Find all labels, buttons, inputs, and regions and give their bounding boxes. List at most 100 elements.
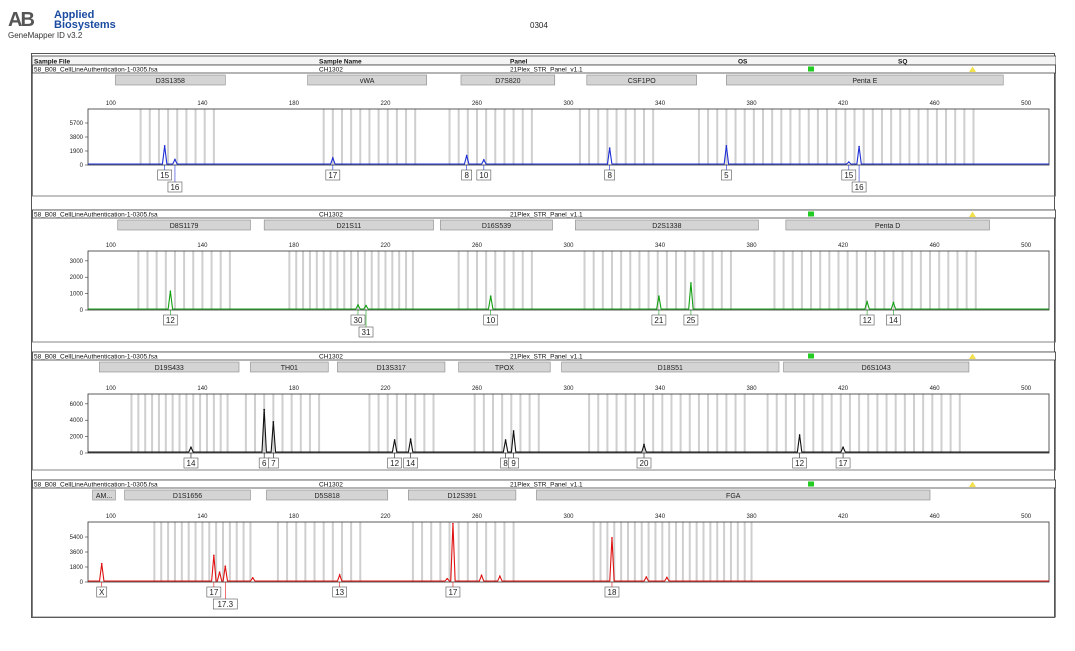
x-tick-label: 140 [197,101,208,107]
allele-bin [899,109,902,165]
allele-bin [922,394,925,453]
allele-bin [503,251,506,310]
allele-bin [688,522,691,582]
allele-bin [178,394,181,453]
marker-label: D6S1043 [862,365,891,372]
allele-bin [958,394,961,453]
allele-bin [377,109,380,165]
allele-bin [761,109,764,165]
allele-bin [807,109,810,165]
allele-call-label: 17 [839,459,848,468]
y-tick-label: 3000 [70,259,84,265]
allele-bin [697,109,700,165]
allele-bin [656,251,659,310]
allele-bin [670,394,673,453]
allele-call-label: 16 [855,183,864,192]
allele-bin [148,109,151,165]
allele-bin [871,109,874,165]
allele-bin [340,522,343,582]
x-tick-label: 380 [747,386,758,392]
allele-bin [212,109,215,165]
marker-bar [92,489,116,501]
allele-bin [356,251,359,310]
allele-bin [167,522,170,582]
allele-bin [160,522,163,582]
x-tick-label: 220 [380,386,391,392]
allele-bin [734,109,737,165]
allele-bin [512,251,515,310]
allele-bin [194,522,197,582]
allele-bin [219,394,222,453]
allele-call-box [358,326,374,338]
allele-bin [613,522,616,582]
y-tick-label: 2000 [70,435,84,441]
peak-apex [357,304,359,306]
allele-bin [171,394,174,453]
peak-apex [512,430,515,432]
allele-bin [503,109,506,165]
trace-line [88,409,1049,453]
marker-label: D8S1179 [170,223,199,230]
allele-bin [606,394,609,453]
allele-call-label: 6 [262,459,267,468]
allele-bin [954,109,957,165]
allele-bin [972,109,975,165]
x-tick-label: 100 [106,243,117,249]
allele-bin [729,522,732,582]
allele-bin [752,109,755,165]
os-status-indicator [808,66,814,72]
x-tick-label: 140 [197,386,208,392]
allele-bin [228,251,231,310]
allele-bin [716,109,719,165]
allele-bin [846,251,849,310]
sample-file: 58_B08_CellLineAuthentication-1-0305.fsa [34,354,158,361]
panel-4-red: 58_B08_CellLineAuthentication-1-0305.fsa… [32,479,1056,618]
allele-bin [675,522,678,582]
allele-bin [800,251,803,310]
allele-bin [702,251,705,310]
allele-bin [661,522,664,582]
panel-border [32,479,1056,618]
allele-call-label: 12 [166,316,175,325]
panel-name: 21Plex_STR_Panel_v1.1 [510,354,583,361]
allele-bin [322,522,325,582]
allele-bin [457,251,460,310]
sample-file: 58_B08_CellLineAuthentication-1-0305.fsa [34,67,158,74]
allele-bin [331,522,334,582]
allele-bin [350,109,353,165]
sample-name: CH1302 [319,354,343,361]
allele-bin [647,522,650,582]
allele-bin [377,394,380,453]
allele-call-label: 18 [608,588,617,597]
panel-3-black: 58_B08_CellLineAuthentication-1-0305.fsa… [32,351,1056,471]
allele-call-label: 8 [607,171,612,180]
marker-label: D1S1656 [173,493,202,500]
peak-apex [338,574,341,576]
allele-bin [743,394,746,453]
allele-bin [176,109,179,165]
os-status-indicator [808,211,814,217]
x-tick-label: 260 [472,386,483,392]
allele-call-box [683,314,699,326]
allele-call-box [604,169,615,181]
allele-bin [537,394,540,453]
allele-bin [368,394,371,453]
y-tick-label: 1000 [70,292,84,298]
allele-bin [295,251,298,310]
peak-apex [645,576,648,578]
allele-bin [858,394,861,453]
allele-bin [281,394,284,453]
allele-bin [173,251,176,310]
allele-bin [466,522,469,582]
allele-bin [457,109,460,165]
allele-bin [597,394,600,453]
marker-bar [575,219,759,231]
allele-bin [423,394,426,453]
allele-bin [494,522,497,582]
x-tick-label: 100 [106,101,117,107]
peak-apex [365,304,367,307]
marker-bar [250,361,329,373]
peak-apex [465,154,468,157]
allele-bin [945,109,948,165]
column-header-sample-name: Sample Name [319,59,362,66]
